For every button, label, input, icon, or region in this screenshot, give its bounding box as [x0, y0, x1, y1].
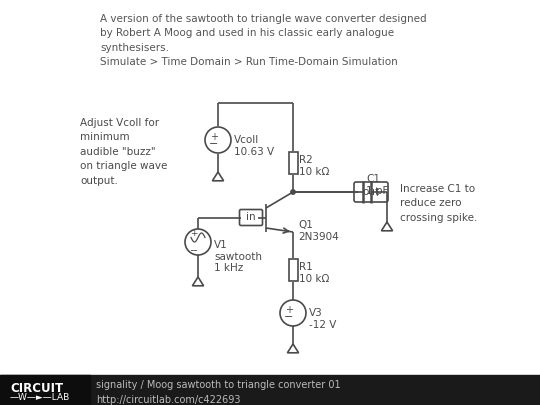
Text: in: in — [246, 213, 256, 222]
Text: +: + — [285, 305, 293, 315]
Text: Adjust Vcoll for
minimum
audible "buzz"
on triangle wave
output.: Adjust Vcoll for minimum audible "buzz" … — [80, 118, 167, 185]
Bar — [288, 259, 298, 281]
Text: R1
10 kΩ: R1 10 kΩ — [299, 262, 329, 284]
Text: signality / Moog sawtooth to triangle converter 01
http://circuitlab.com/c422693: signality / Moog sawtooth to triangle co… — [96, 380, 341, 405]
Text: +: + — [190, 228, 198, 237]
Text: V1
sawtooth
1 kHz: V1 sawtooth 1 kHz — [214, 240, 262, 273]
Text: Q1
2N3904: Q1 2N3904 — [298, 220, 339, 242]
Text: V3
-12 V: V3 -12 V — [309, 308, 336, 330]
Text: +: + — [210, 132, 218, 142]
Text: —W—►—LAB: —W—►—LAB — [10, 393, 70, 402]
Bar — [0, 375, 90, 405]
Text: CIRCUIT: CIRCUIT — [10, 382, 63, 395]
Text: −: − — [210, 139, 219, 149]
Bar — [0, 375, 540, 405]
Text: Vcoll
10.63 V: Vcoll 10.63 V — [234, 135, 274, 157]
Text: −: − — [190, 246, 198, 256]
Text: Increase C1 to
reduce zero
crossing spike.: Increase C1 to reduce zero crossing spik… — [400, 184, 477, 223]
Text: A version of the sawtooth to triangle wave converter designed
by Robert A Moog a: A version of the sawtooth to triangle wa… — [100, 14, 427, 67]
Text: C1
1 pF: C1 1 pF — [366, 174, 388, 196]
Text: −: − — [285, 312, 294, 322]
Circle shape — [291, 190, 295, 194]
Bar — [288, 152, 298, 174]
Text: R2
10 kΩ: R2 10 kΩ — [299, 155, 329, 177]
Text: out: out — [362, 187, 380, 197]
